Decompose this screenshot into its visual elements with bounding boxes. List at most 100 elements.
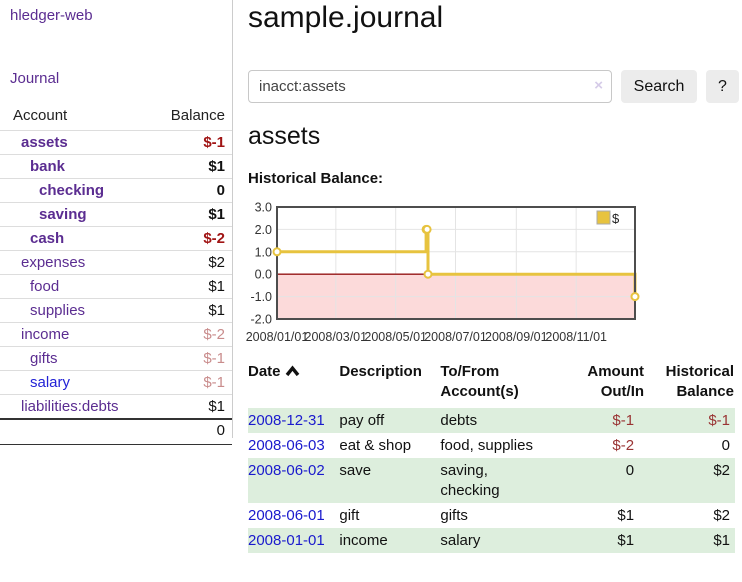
account-row: bank $1	[0, 154, 232, 178]
cell-date: 2008-06-01	[248, 503, 339, 528]
x-tick-label: 2008/07/01	[424, 330, 487, 344]
search-input-wrap: ×	[248, 70, 612, 103]
account-balance: $1	[208, 398, 225, 415]
x-tick-label: 2008/01/01	[246, 330, 309, 344]
sidebar-account-link-cash[interactable]: cash	[30, 230, 65, 247]
accounts-total-value: 0	[216, 422, 225, 439]
register-row: 2008-06-01 gift gifts $1 $2	[248, 503, 735, 528]
accounts-table: Account Balance assets $-1 bank $1 checking 0…	[0, 103, 232, 445]
legend-label: $	[612, 211, 620, 226]
y-tick-label: 1.0	[255, 245, 272, 259]
cell-accounts: gifts	[440, 507, 468, 524]
account-balance: $1	[208, 158, 225, 175]
account-row: saving $1	[0, 202, 232, 226]
cell-amount: $1	[617, 507, 635, 524]
account-balance: $-1	[203, 350, 225, 367]
sort-asc-icon	[285, 363, 300, 383]
sidebar-account-link-bank[interactable]: bank	[30, 158, 66, 175]
account-balance: $1	[208, 206, 225, 223]
search-button[interactable]: Search	[621, 70, 697, 103]
account-row: gifts $-1	[0, 346, 232, 370]
cell-date: 2008-01-01	[248, 528, 339, 553]
cell-amount: $1	[617, 532, 635, 549]
x-tick-label: 2008/09/01	[485, 330, 548, 344]
y-tick-label: 2.0	[255, 223, 272, 237]
app-title-link[interactable]: hledger-web	[10, 7, 93, 24]
transaction-date-link[interactable]: 2008-12-31	[248, 412, 325, 429]
account-row: income $-2	[0, 322, 232, 346]
search-form: × Search ?	[248, 70, 739, 103]
data-point	[423, 269, 433, 279]
account-balance: $1	[208, 302, 225, 319]
balance-column-header: Balance	[170, 107, 225, 124]
cell-description: save	[339, 462, 372, 479]
transaction-date-link[interactable]: 2008-06-03	[248, 437, 325, 454]
sidebar: hledger-web Journal Account Balance asse…	[0, 0, 233, 445]
cell-balance: $2	[713, 462, 730, 479]
column-header-date[interactable]: Date	[248, 360, 339, 408]
chart-title: Historical Balance:	[248, 170, 384, 187]
cell-date: 2008-06-02	[248, 458, 339, 503]
sidebar-account-link-gifts[interactable]: gifts	[30, 350, 58, 367]
data-point	[272, 247, 282, 257]
column-header-accounts: To/From Account(s)	[440, 363, 519, 400]
account-balance: $-1	[203, 374, 225, 391]
date-header-label: Date	[248, 363, 281, 380]
cell-description: eat & shop	[339, 437, 412, 454]
y-tick-label: -1.0	[250, 290, 272, 304]
cell-accounts: debts	[440, 412, 478, 429]
data-point	[630, 292, 640, 302]
account-heading: assets	[248, 122, 321, 150]
account-row: salary $-1	[0, 370, 232, 394]
sidebar-account-link-supplies[interactable]: supplies	[30, 302, 86, 319]
cell-amount: $-2	[612, 437, 635, 454]
column-header-description: Description	[339, 363, 422, 380]
accounts-total-row: 0	[0, 418, 232, 445]
cell-description: pay off	[339, 412, 385, 429]
legend-swatch	[596, 210, 611, 225]
sidebar-account-link-assets[interactable]: assets	[21, 134, 68, 151]
y-tick-label: 0.0	[255, 268, 272, 282]
account-row: liabilities:debts $1	[0, 394, 232, 418]
transaction-date-link[interactable]: 2008-01-01	[248, 532, 325, 549]
chart-svg: $3.0 2.0 1.0 0.0 -1.0 -2.0 2008/01/012008/03/0…	[246, 201, 640, 344]
account-balance: $-1	[203, 134, 225, 151]
cell-date: 2008-12-31	[248, 408, 339, 433]
sidebar-account-link-salary[interactable]: salary	[30, 374, 71, 391]
cell-accounts: salary	[440, 532, 481, 549]
page-title: sample.journal	[248, 1, 444, 34]
sidebar-item-journal[interactable]: Journal	[10, 70, 60, 87]
register-row: 2008-06-02 save saving, checking 0 $2	[248, 458, 735, 503]
plot-border	[276, 206, 636, 320]
accounts-table-header: Account Balance	[0, 103, 232, 130]
transaction-date-link[interactable]: 2008-06-02	[248, 462, 325, 479]
y-tick-label: 3.0	[255, 202, 272, 215]
cell-description: income	[339, 532, 388, 549]
register-header-row: Date Description To/From Account(s) Amou…	[248, 360, 735, 408]
column-header-balance: Historical Balance	[665, 363, 734, 400]
sidebar-account-link-expenses[interactable]: expenses	[21, 254, 86, 271]
account-balance: $-2	[203, 230, 225, 247]
account-row: expenses $2	[0, 250, 232, 274]
sidebar-account-link-checking[interactable]: checking	[39, 182, 105, 199]
cell-balance: $2	[713, 507, 730, 524]
cell-date: 2008-06-03	[248, 433, 339, 458]
clear-search-icon[interactable]: ×	[594, 77, 603, 94]
search-input[interactable]	[248, 70, 612, 103]
sidebar-account-link-liabilities-debts[interactable]: liabilities:debts	[21, 398, 119, 415]
help-button[interactable]: ?	[706, 70, 739, 103]
sidebar-account-link-income[interactable]: income	[21, 326, 70, 343]
account-balance: $-2	[203, 326, 225, 343]
account-row: assets $-1	[0, 130, 232, 154]
sidebar-account-link-saving[interactable]: saving	[39, 206, 87, 223]
account-row: food $1	[0, 274, 232, 298]
x-tick-label: 2008/03/01	[305, 330, 368, 344]
cell-amount: $-1	[612, 412, 635, 429]
register-table: Date Description To/From Account(s) Amou…	[248, 360, 735, 553]
y-tick-label: -2.0	[250, 313, 272, 327]
transaction-date-link[interactable]: 2008-06-01	[248, 507, 325, 524]
sidebar-account-link-food[interactable]: food	[30, 278, 60, 295]
cell-accounts: food, supplies	[440, 437, 533, 454]
cell-accounts: saving, checking	[440, 462, 500, 499]
register-row: 2008-12-31 pay off debts $-1 $-1	[248, 408, 735, 433]
